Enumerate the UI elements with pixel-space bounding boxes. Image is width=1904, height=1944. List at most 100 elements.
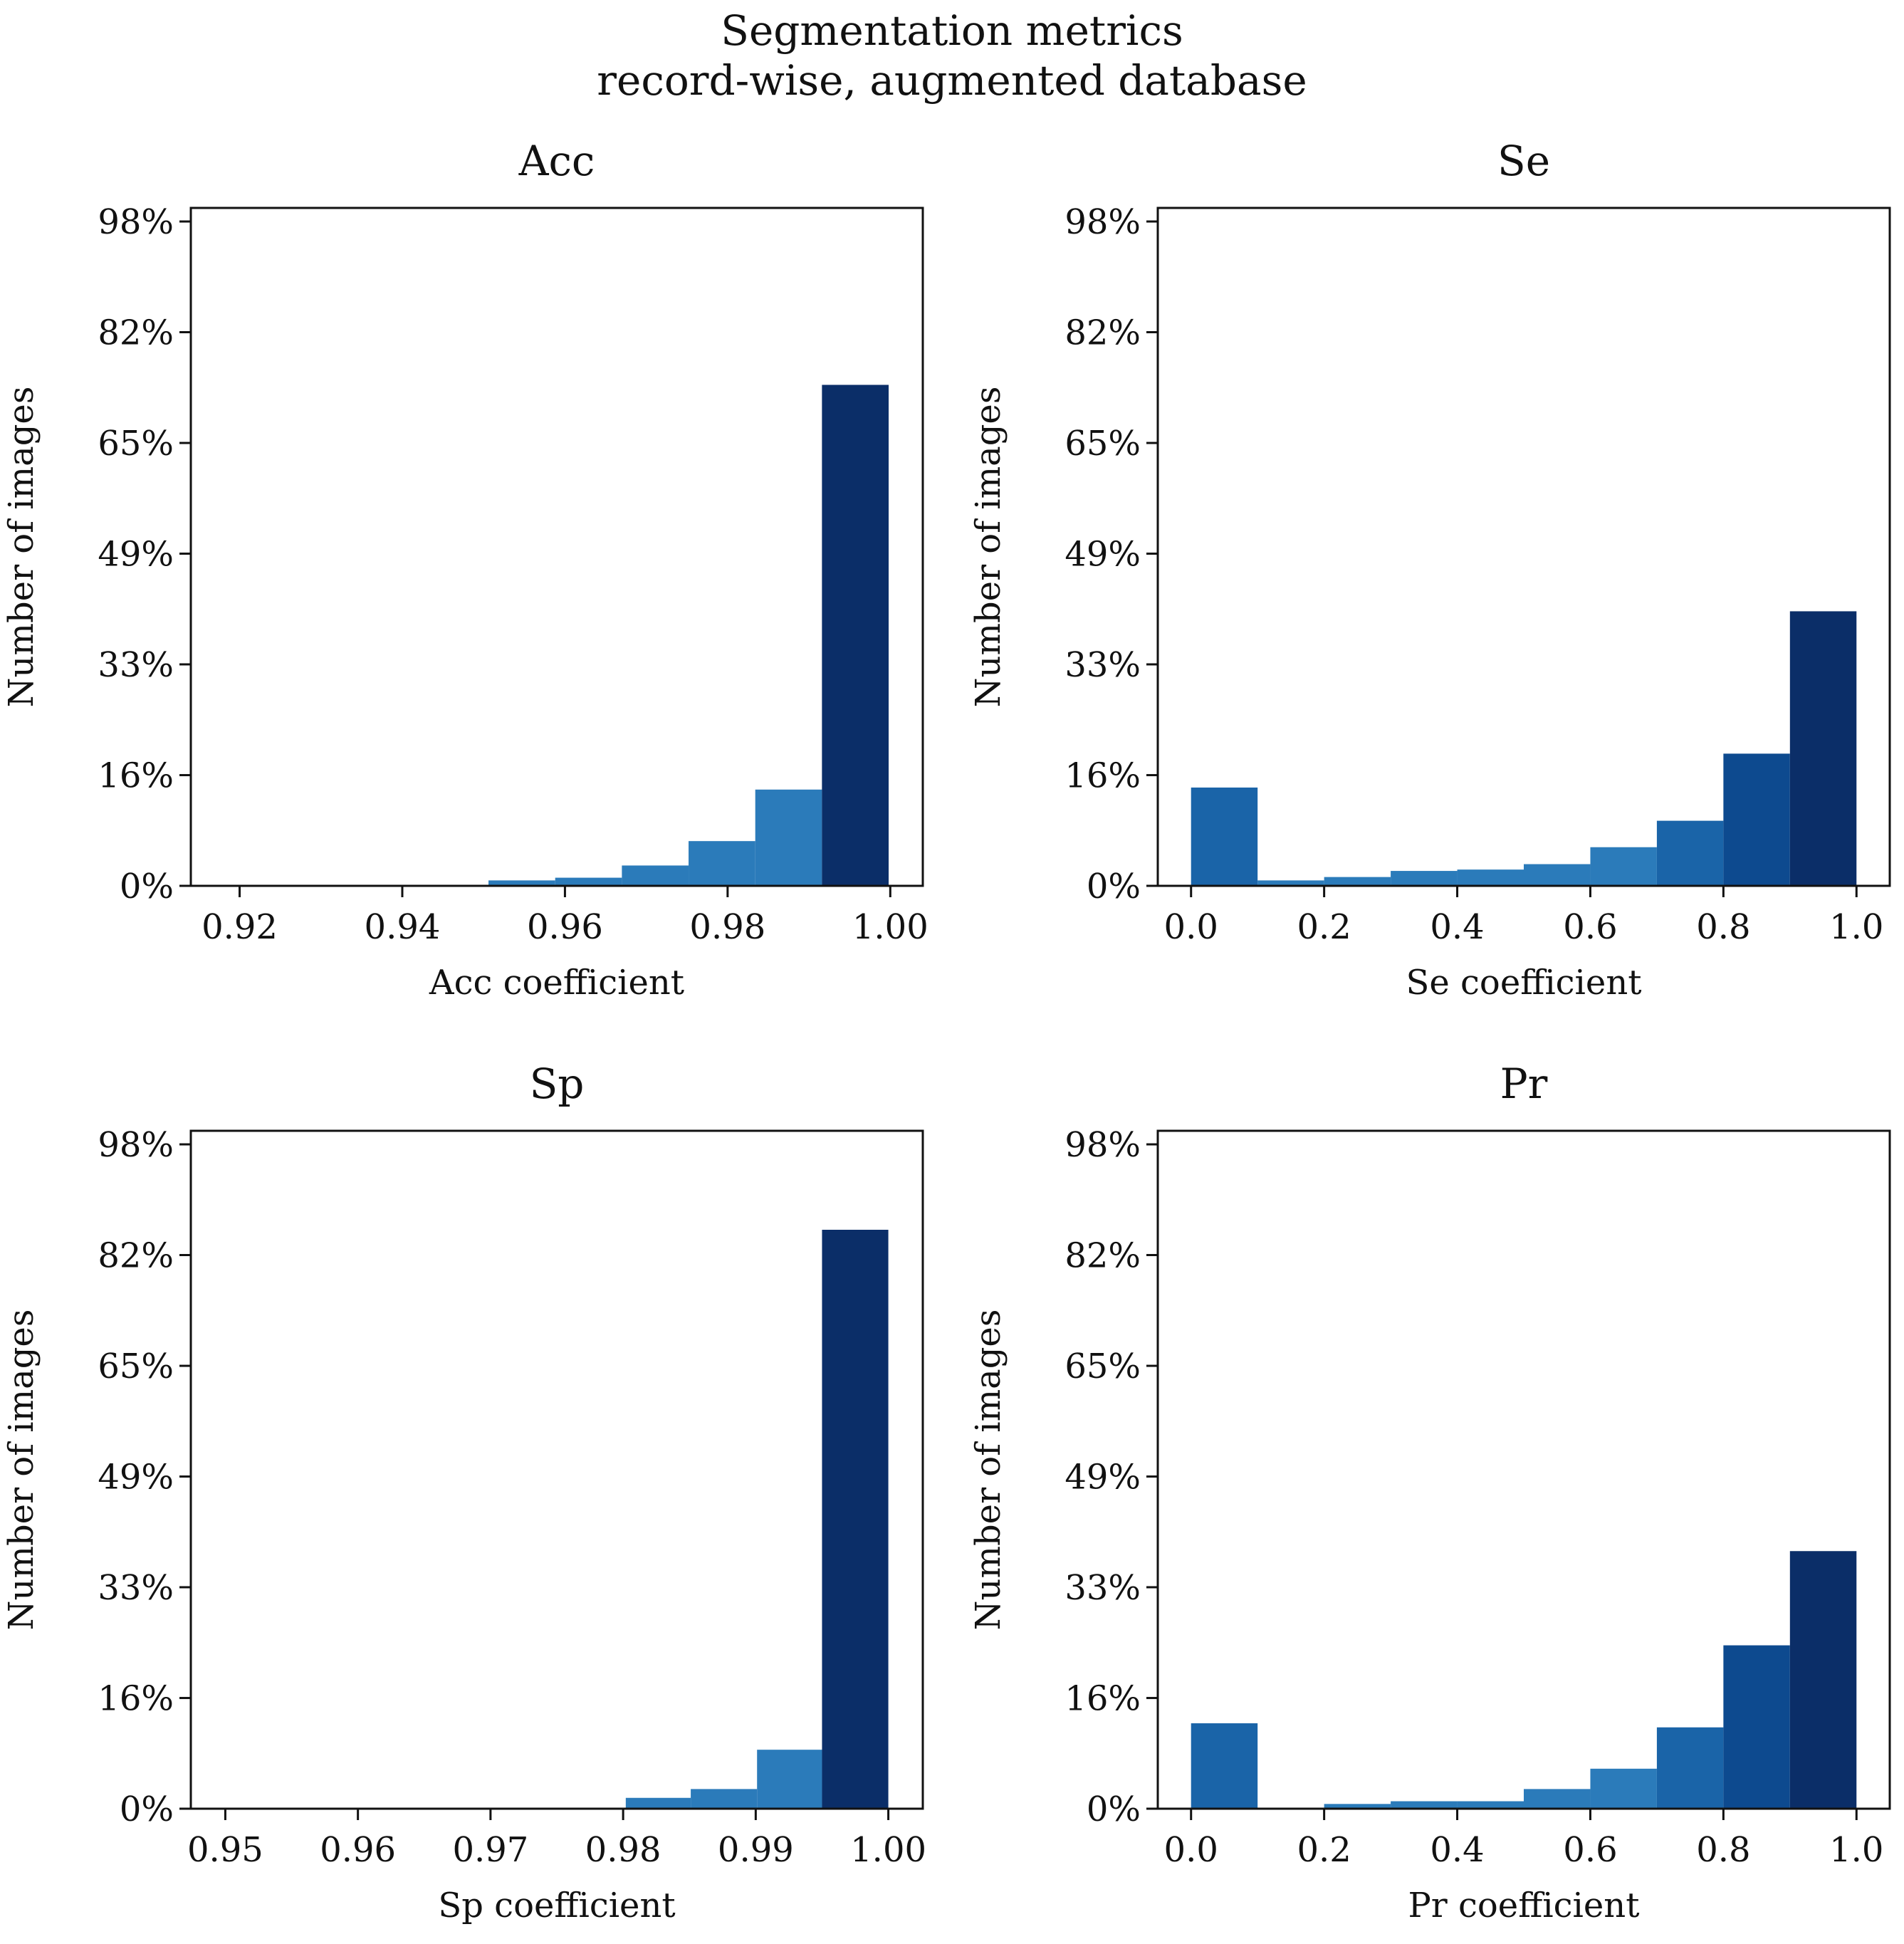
histogram-bar (1324, 877, 1391, 886)
histogram-bar (691, 1789, 758, 1809)
y-tick-label: 82% (1065, 1236, 1141, 1276)
figure-title-line-2: record-wise, augmented database (597, 56, 1307, 105)
chart-panel-acc: 0% 16% 33% 49% 65% 82% 98% 0.92 0.94 0.96 0.98 1.00… (1, 137, 929, 1003)
y-tick-label: 16% (1065, 756, 1141, 796)
x-tick-label: 0.0 (1164, 907, 1218, 947)
histogram-bar (1191, 1723, 1258, 1809)
chart-title: Sp (530, 1060, 585, 1108)
axes-frame (189, 1129, 924, 1810)
x-axis-label: Acc coefficient (429, 963, 684, 1003)
x-tick-label: 0.96 (320, 1830, 396, 1870)
histogram-bar (1590, 847, 1657, 886)
x-tick-label: 0.92 (202, 907, 278, 947)
y-axis-label: Number of images (1, 387, 41, 708)
histogram-bar (625, 1797, 691, 1809)
chart-panel-pr: 0% 16% 33% 49% 65% 82% 98% 0.0 0.2 0.4 0.6 0.8 1.0 Pr… (968, 1060, 1891, 1925)
histogram-bar (1324, 1804, 1391, 1809)
y-tick-label: 49% (98, 1458, 174, 1498)
histogram-bar (1723, 1645, 1790, 1809)
histogram-bar (1391, 871, 1458, 886)
y-tick-label: 33% (98, 1568, 174, 1608)
y-tick-label: 98% (1065, 1125, 1141, 1165)
histogram-bar (822, 1229, 889, 1809)
y-tick-label: 0% (120, 1789, 174, 1829)
x-tick-label: 0.4 (1430, 1830, 1484, 1870)
y-tick-label: 65% (98, 424, 174, 464)
x-tick-label: 0.2 (1297, 907, 1351, 947)
histogram-bar (555, 877, 622, 886)
x-tick-label: 0.95 (187, 1830, 263, 1870)
x-tick-label: 0.98 (585, 1830, 661, 1870)
x-tick-label: 1.0 (1829, 1830, 1883, 1870)
y-tick-label: 33% (1065, 1568, 1141, 1608)
x-axis-label: Sp coefficient (438, 1886, 675, 1925)
y-tick-label: 65% (98, 1347, 174, 1386)
y-tick-label: 98% (1065, 202, 1141, 242)
x-tick-label: 0.6 (1563, 1830, 1617, 1870)
histogram-bar (1656, 1727, 1724, 1809)
y-tick-label: 82% (98, 313, 174, 353)
histogram-bar (1191, 787, 1258, 886)
y-tick-label: 49% (1065, 535, 1141, 575)
figure-title-line-1: Segmentation metrics (721, 6, 1183, 55)
y-tick-label: 0% (1087, 867, 1141, 906)
y-axis-label: Number of images (1, 1310, 41, 1631)
histogram-bar (1257, 880, 1324, 886)
axes-frame (189, 207, 924, 887)
histogram-bar (622, 865, 689, 886)
x-tick-label: 0.8 (1696, 907, 1750, 947)
x-axis-label: Pr coefficient (1408, 1886, 1640, 1925)
chart-panel-se: 0% 16% 33% 49% 65% 82% 98% 0.0 0.2 0.4 0.6 0.8 1.0 Se… (968, 137, 1891, 1003)
y-axis-label: Number of images (968, 1310, 1008, 1631)
y-tick-label: 0% (120, 867, 174, 906)
histogram-bar (822, 385, 889, 886)
y-tick-label: 16% (98, 756, 174, 796)
x-tick-label: 0.96 (527, 907, 603, 947)
x-tick-label: 0.98 (689, 907, 765, 947)
y-tick-label: 98% (98, 1125, 174, 1165)
x-tick-label: 0.4 (1430, 907, 1484, 947)
y-tick-label: 82% (1065, 313, 1141, 353)
histogram-bar (1723, 753, 1790, 886)
histogram-bar (1656, 820, 1724, 886)
y-tick-label: 82% (98, 1236, 174, 1276)
axes-frame (1156, 207, 1891, 887)
x-tick-label: 0.94 (365, 907, 441, 947)
chart-title: Pr (1500, 1060, 1548, 1108)
y-tick-label: 0% (1087, 1789, 1141, 1829)
y-tick-label: 33% (98, 645, 174, 685)
y-tick-label: 98% (98, 202, 174, 242)
chart-title: Se (1497, 137, 1550, 185)
x-tick-label: 0.2 (1297, 1830, 1351, 1870)
y-tick-label: 33% (1065, 645, 1141, 685)
histogram-bar (1391, 1801, 1458, 1809)
axes-frame (1156, 1129, 1891, 1810)
x-axis-label: Se coefficient (1406, 963, 1641, 1003)
y-tick-label: 16% (1065, 1679, 1141, 1719)
x-tick-label: 0.0 (1164, 1830, 1218, 1870)
histogram-bar (1524, 1789, 1591, 1809)
histogram-bar (1789, 1551, 1857, 1809)
histogram-bar (1457, 1801, 1524, 1809)
x-tick-label: 0.99 (718, 1830, 794, 1870)
x-tick-label: 1.0 (1829, 907, 1883, 947)
y-tick-label: 65% (1065, 1347, 1141, 1386)
y-tick-label: 65% (1065, 424, 1141, 464)
histogram-bar (1524, 864, 1591, 886)
chart-title: Acc (518, 137, 595, 185)
histogram-bar (1590, 1768, 1657, 1809)
x-tick-label: 1.00 (852, 907, 929, 947)
y-axis-label: Number of images (968, 387, 1008, 708)
x-tick-label: 0.6 (1563, 907, 1617, 947)
histogram-bar (689, 841, 755, 886)
y-tick-label: 16% (98, 1679, 174, 1719)
y-tick-label: 49% (1065, 1458, 1141, 1498)
y-tick-label: 49% (98, 535, 174, 575)
x-tick-label: 0.8 (1696, 1830, 1750, 1870)
x-tick-label: 1.00 (850, 1830, 926, 1870)
histogram-bar (757, 1750, 822, 1809)
histogram-bar (488, 880, 555, 886)
chart-panel-sp: 0% 16% 33% 49% 65% 82% 98% 0.95 0.96 0.97 0.98 0.99… (1, 1060, 926, 1925)
